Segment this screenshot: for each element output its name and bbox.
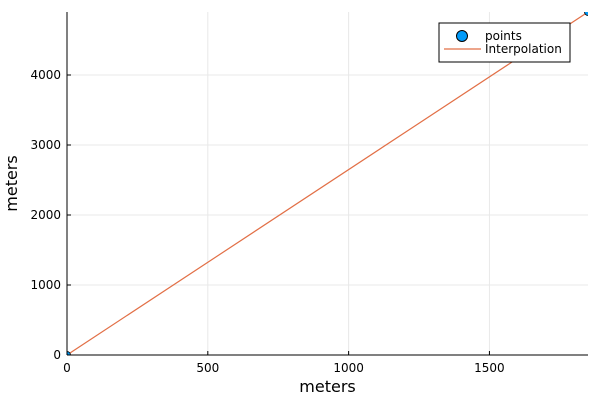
- data-point: [584, 12, 588, 16]
- axes: [66, 12, 588, 356]
- y-tick-label: 2000: [30, 208, 61, 222]
- legend: points Interpolation: [438, 22, 571, 63]
- x-tick-label: 500: [196, 361, 219, 375]
- grid: [67, 12, 588, 355]
- x-tick-label: 1500: [474, 361, 505, 375]
- legend-box: [438, 22, 571, 63]
- y-tick-label: 0: [53, 348, 61, 362]
- interpolation-line: [67, 12, 588, 355]
- y-tick-label: 4000: [30, 68, 61, 82]
- x-tick-label: 1000: [333, 361, 364, 375]
- plot-area: [67, 12, 588, 355]
- data-point: [67, 351, 71, 355]
- legend-points-label: points: [485, 29, 522, 43]
- y-tick-label: 1000: [30, 278, 61, 292]
- x-tick-label: 0: [63, 361, 71, 375]
- legend-points-marker: [456, 30, 468, 42]
- series-layer: [67, 12, 588, 355]
- ticks: 0 500 1000 1500 0 1000 2000 3000 4000: [30, 68, 504, 375]
- y-axis-title: meters: [2, 155, 21, 211]
- legend-interpolation-label: Interpolation: [485, 42, 562, 56]
- y-tick-label: 3000: [30, 138, 61, 152]
- x-axis-title: meters: [299, 377, 355, 396]
